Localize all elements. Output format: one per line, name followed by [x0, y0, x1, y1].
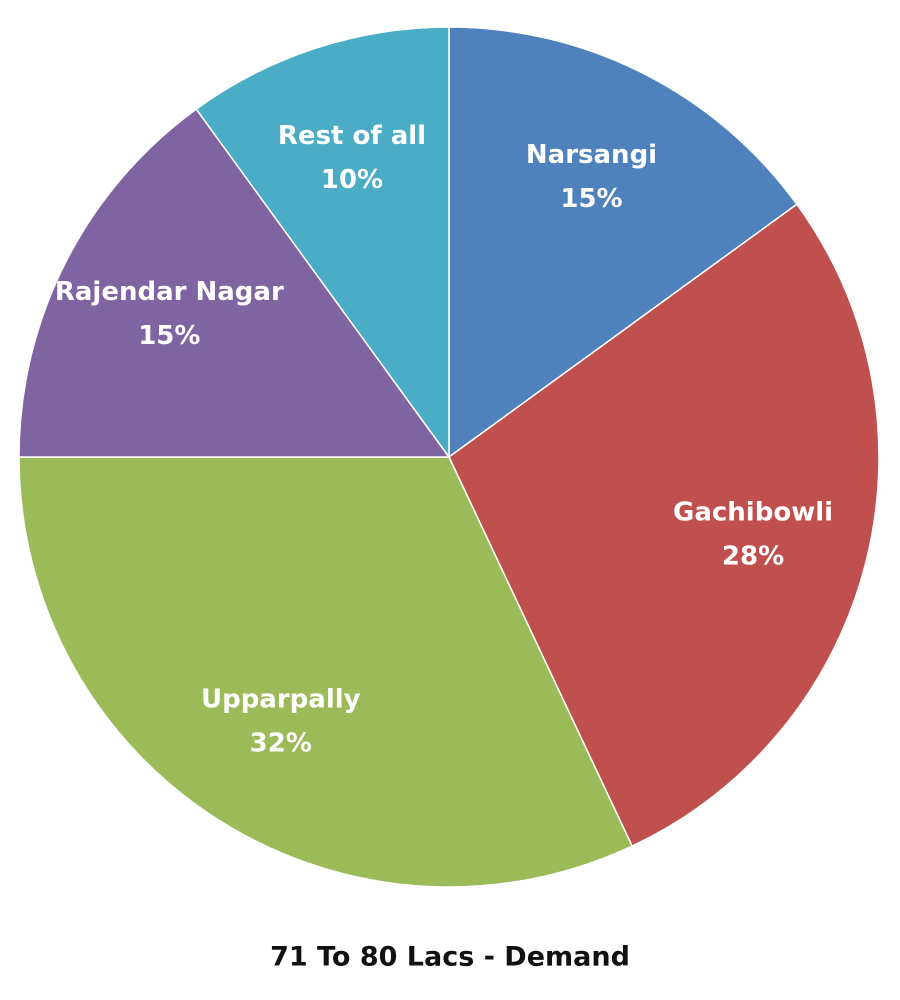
slice-value-label: 28% — [722, 542, 784, 572]
pie-slice — [18, 456, 634, 888]
slice-category-label: Rajendar Nagar — [55, 277, 284, 307]
slice-value-label: 15% — [138, 321, 200, 351]
chart-title: 71 To 80 Lacs - Demand — [270, 942, 630, 973]
pie-slice — [448, 26, 798, 459]
slice-category-label: Rest of all — [278, 121, 426, 151]
slice-value-label: 15% — [560, 184, 622, 214]
slice-value-label: 32% — [250, 729, 312, 759]
pie-slice — [195, 26, 450, 460]
pie-slice — [448, 203, 880, 848]
pie-slice — [18, 108, 451, 458]
slice-category-label: Upparpally — [201, 685, 361, 715]
slice-value-label: 10% — [321, 165, 383, 195]
slice-category-label: Gachibowli — [673, 498, 833, 528]
slice-category-label: Narsangi — [526, 140, 657, 170]
